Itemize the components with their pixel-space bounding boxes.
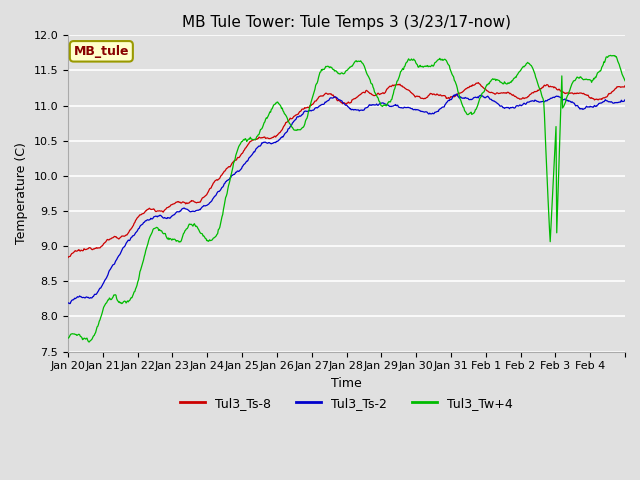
Y-axis label: Temperature (C): Temperature (C) xyxy=(15,143,28,244)
Title: MB Tule Tower: Tule Temps 3 (3/23/17-now): MB Tule Tower: Tule Temps 3 (3/23/17-now… xyxy=(182,15,511,30)
Legend: Tul3_Ts-8, Tul3_Ts-2, Tul3_Tw+4: Tul3_Ts-8, Tul3_Ts-2, Tul3_Tw+4 xyxy=(175,392,518,415)
X-axis label: Time: Time xyxy=(331,377,362,390)
Text: MB_tule: MB_tule xyxy=(74,45,129,58)
